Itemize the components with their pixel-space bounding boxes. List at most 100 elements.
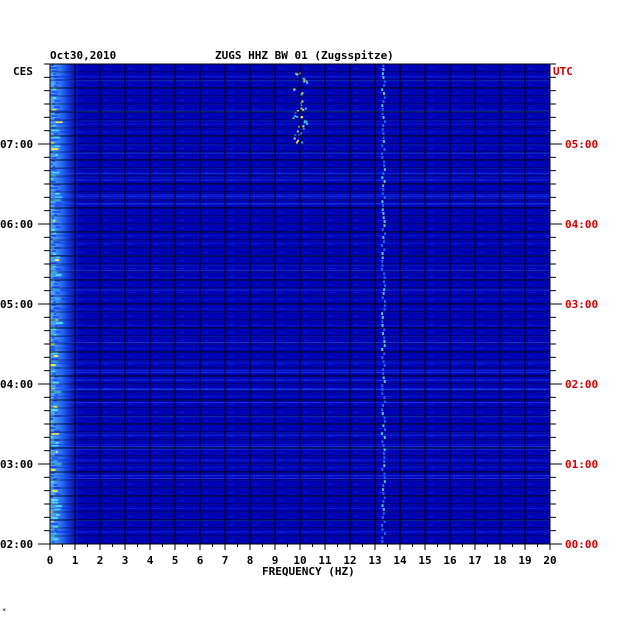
band-13hz-speckle [382, 492, 385, 495]
low-frequency-speckle [55, 154, 58, 156]
x-tick-label: 6 [197, 554, 204, 567]
band-13hz-speckle [381, 144, 384, 147]
low-frequency-speckle [54, 529, 58, 531]
station-title: ZUGS HHZ BW 01 (Zugsspitze) [215, 49, 394, 62]
low-frequency-speckle [51, 175, 56, 177]
band-13hz-speckle [383, 92, 386, 95]
low-frequency-speckle [55, 331, 62, 333]
band-13hz-speckle [383, 328, 386, 331]
low-frequency-speckle [54, 247, 62, 249]
band-13hz-speckle [381, 88, 384, 91]
low-frequency-speckle [50, 94, 59, 96]
band-13hz-speckle [382, 452, 385, 455]
band-13hz-speckle [381, 324, 384, 327]
low-frequency-speckle [55, 463, 62, 465]
band-13hz-speckle [381, 252, 384, 255]
band-10hz-speckle [299, 103, 302, 106]
band-13hz-speckle [381, 412, 384, 415]
left-time-axis: 07:00 06:00 05:00 04:00 03:00 02:00 [0, 63, 50, 551]
low-frequency-speckle [53, 487, 61, 489]
low-frequency-speckle [53, 406, 58, 408]
band-13hz-speckle [381, 408, 384, 411]
low-frequency-speckle [50, 139, 58, 141]
band-13hz-speckle [383, 120, 386, 123]
band-13hz-speckle [381, 176, 384, 179]
low-frequency-speckle [51, 517, 58, 519]
band-13hz-speckle [382, 368, 385, 371]
low-frequency-speckle [54, 100, 61, 102]
band-13hz-speckle [383, 464, 386, 467]
band-13hz-speckle [381, 504, 384, 507]
band-13hz-speckle [381, 228, 384, 231]
low-frequency-speckle [54, 367, 61, 369]
band-13hz-speckle [382, 76, 385, 79]
band-13hz-speckle [382, 360, 385, 363]
low-frequency-speckle [50, 91, 58, 93]
low-frequency-speckle [53, 220, 56, 222]
low-frequency-speckle [51, 160, 56, 162]
band-13hz-speckle [383, 480, 386, 483]
band-13hz-speckle [381, 388, 384, 391]
low-frequency-speckle [50, 418, 54, 420]
low-frequency-speckle [52, 352, 58, 354]
band-13hz-speckle [383, 148, 386, 151]
low-frequency-speckle [55, 208, 62, 210]
low-frequency-speckle [54, 205, 62, 207]
band-10hz-speckle [299, 132, 302, 135]
band-13hz-speckle [381, 312, 384, 315]
low-frequency-speckle [55, 319, 59, 321]
band-13hz-speckle [382, 508, 385, 511]
low-frequency-speckle [50, 238, 53, 240]
low-frequency-speckle [53, 397, 58, 399]
low-frequency-speckle [55, 451, 58, 453]
band-13hz-speckle [383, 496, 386, 499]
right-time-axis: 05:00 04:00 03:00 02:00 01:00 00:00 [550, 63, 598, 551]
band-13hz-speckle [383, 380, 386, 383]
band-13hz-speckle [383, 160, 386, 163]
low-frequency-speckle [51, 157, 57, 159]
low-frequency-speckle [50, 436, 53, 438]
low-frequency-speckle [55, 79, 64, 81]
band-13hz-speckle [383, 460, 386, 463]
low-frequency-speckle [55, 505, 62, 507]
low-frequency-speckle [51, 271, 58, 273]
low-frequency-speckle [55, 442, 59, 444]
low-frequency-speckle [50, 349, 56, 351]
low-frequency-speckle [51, 250, 56, 252]
low-frequency-speckle [53, 307, 60, 309]
low-frequency-speckle [50, 535, 55, 537]
low-frequency-speckle [50, 310, 55, 312]
low-frequency-speckle [51, 229, 56, 231]
band-10hz-speckle [294, 115, 297, 118]
low-frequency-speckle [54, 280, 62, 282]
band-13hz-speckle [382, 116, 385, 119]
band-13hz-speckle [381, 320, 384, 323]
band-13hz-speckle [382, 292, 385, 295]
band-13hz-speckle [381, 156, 384, 159]
band-13hz-speckle [383, 96, 386, 99]
band-13hz-speckle [383, 304, 386, 307]
band-13hz-speckle [383, 224, 386, 227]
low-frequency-speckle [55, 268, 62, 270]
band-13hz-speckle [381, 104, 384, 107]
band-13hz-speckle [381, 128, 384, 131]
band-13hz-speckle [383, 448, 386, 451]
low-frequency-speckle [51, 358, 59, 360]
low-frequency-speckle [54, 85, 58, 87]
band-13hz-speckle [383, 272, 386, 275]
band-13hz-speckle [381, 348, 384, 351]
band-10hz-speckle [293, 89, 296, 92]
left-time-tick-label: 04:00 [0, 378, 33, 391]
low-frequency-speckle [55, 202, 62, 204]
band-13hz-speckle [382, 332, 385, 335]
band-10hz-speckle [300, 93, 303, 96]
low-frequency-speckle [52, 526, 59, 528]
band-13hz-speckle [381, 468, 384, 471]
low-frequency-speckle [52, 382, 59, 384]
band-10hz-speckle [296, 130, 299, 133]
band-10hz-speckle [302, 125, 305, 128]
band-13hz-speckle [381, 524, 384, 527]
x-tick-label: 3 [122, 554, 129, 567]
band-13hz-speckle [382, 512, 385, 515]
